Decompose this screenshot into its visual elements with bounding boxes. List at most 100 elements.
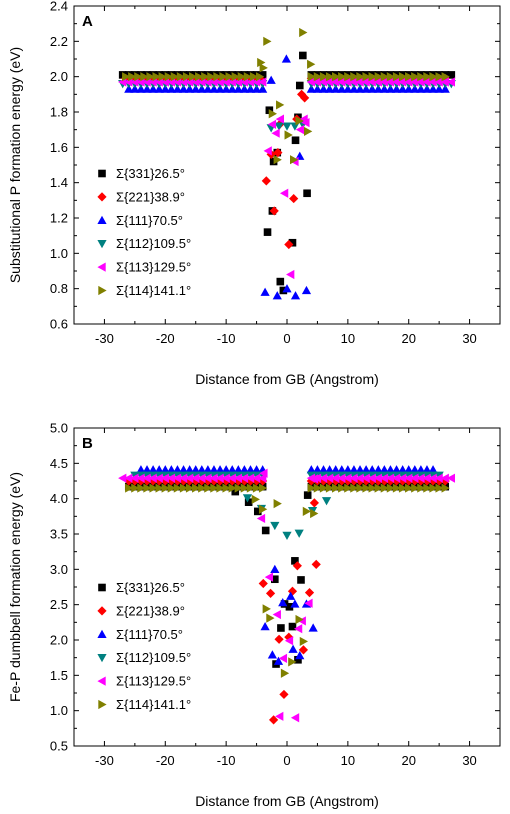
data-point — [337, 473, 346, 483]
legend-marker — [97, 215, 107, 224]
data-point — [182, 72, 192, 82]
data-point — [398, 72, 408, 82]
data-point — [288, 238, 297, 247]
legend-label: Σ{221}38.9° — [116, 189, 185, 204]
data-point — [440, 473, 449, 483]
x-tick-label: 10 — [341, 753, 355, 768]
data-point — [274, 122, 284, 131]
data-point — [227, 473, 236, 483]
data-point — [284, 636, 294, 646]
data-point — [303, 491, 312, 499]
data-point — [349, 77, 358, 87]
data-point — [398, 77, 407, 87]
data-point — [225, 72, 234, 82]
y-tick-label: 1.5 — [50, 668, 68, 683]
data-point — [361, 465, 371, 474]
data-point — [251, 465, 262, 474]
data-point — [350, 483, 359, 493]
data-point — [140, 72, 149, 82]
y-tick-label: 1.0 — [50, 703, 68, 718]
data-point — [291, 557, 299, 565]
data-point — [355, 473, 364, 483]
data-point — [251, 473, 261, 483]
data-point — [148, 465, 158, 474]
data-point — [299, 636, 309, 647]
data-point — [362, 483, 371, 493]
legend-label: Σ{331}26.5° — [116, 166, 185, 181]
data-point — [264, 572, 274, 582]
data-point — [178, 84, 189, 93]
panel-a: -30 -20 -10 0 10 20 30 0.6 0.8 1.0 1.2 1.4 1.6 1.8 2.0… — [7, 0, 501, 387]
data-point — [374, 72, 383, 82]
data-point — [124, 84, 134, 93]
y-tick-label: 2.0 — [50, 633, 68, 648]
data-point — [272, 609, 281, 620]
data-point — [306, 84, 316, 93]
data-point — [253, 507, 262, 516]
data-point — [416, 77, 425, 87]
x-axis-title: Distance from GB (Angstrom) — [195, 793, 379, 809]
series-6 — [125, 483, 450, 678]
series-5 — [118, 468, 455, 723]
y-axis-title: Fe-P dumbbell formation energy (eV) — [7, 472, 23, 702]
data-point — [154, 465, 164, 474]
data-point — [179, 483, 189, 493]
data-point — [221, 84, 231, 93]
data-point — [318, 84, 329, 93]
data-point — [350, 72, 359, 82]
data-point — [331, 84, 341, 93]
data-point — [255, 72, 265, 82]
data-point — [160, 465, 170, 474]
data-point — [221, 473, 230, 483]
data-point — [304, 598, 313, 608]
data-point — [405, 72, 414, 82]
y-tick-label: 3.0 — [50, 562, 68, 577]
x-tick-label: -30 — [95, 331, 114, 346]
legend-marker — [98, 285, 107, 296]
data-point — [282, 122, 292, 131]
data-point — [325, 483, 335, 493]
data-point — [306, 465, 316, 474]
data-point — [178, 473, 188, 483]
data-point — [240, 483, 249, 493]
data-point — [428, 84, 438, 93]
data-point — [356, 72, 365, 82]
data-point — [278, 597, 288, 607]
data-point — [249, 72, 259, 82]
data-point — [277, 624, 285, 632]
data-point — [299, 114, 308, 124]
legend-marker — [97, 606, 107, 616]
data-point — [265, 588, 276, 598]
data-point — [215, 84, 225, 93]
data-point — [228, 483, 237, 493]
data-point — [398, 84, 408, 93]
data-point — [266, 75, 276, 84]
data-point — [279, 286, 288, 295]
data-point — [137, 483, 146, 493]
data-point — [142, 84, 152, 93]
x-tick-label: -30 — [95, 753, 114, 768]
data-point — [260, 621, 270, 631]
data-point — [245, 473, 255, 483]
data-point — [280, 668, 290, 678]
data-point — [288, 657, 297, 667]
data-point — [312, 84, 323, 93]
data-point — [243, 72, 253, 82]
data-point — [201, 72, 210, 82]
data-point — [258, 77, 267, 87]
data-point — [447, 71, 456, 79]
data-point — [291, 136, 300, 145]
data-point — [318, 473, 328, 483]
data-point — [355, 77, 364, 87]
data-point — [269, 206, 279, 216]
data-point — [275, 711, 284, 721]
data-point — [313, 483, 323, 493]
x-tick-label: -10 — [217, 331, 236, 346]
legend-label: Σ{331}26.5° — [116, 580, 185, 595]
data-point — [173, 483, 183, 493]
data-point — [284, 130, 293, 140]
data-point — [428, 473, 437, 483]
data-point — [154, 84, 164, 93]
data-point — [134, 72, 143, 82]
data-point — [422, 84, 432, 93]
